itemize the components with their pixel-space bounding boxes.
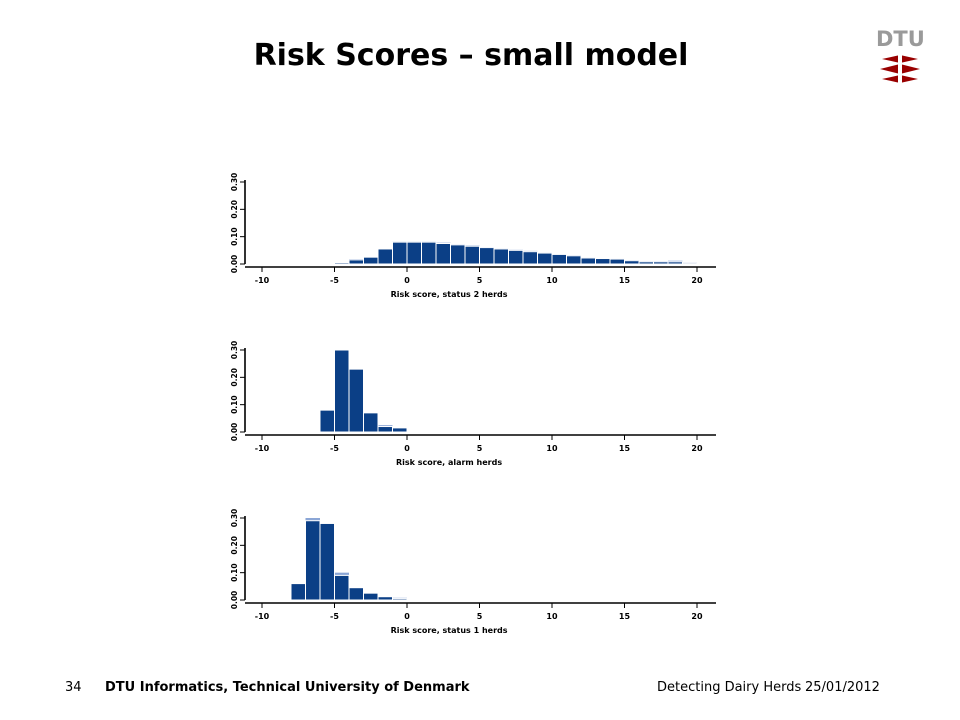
- histogram-bar: [334, 262, 350, 265]
- x-tick-label: -10: [255, 612, 270, 621]
- x-axis-label: Risk score, status 2 herds: [391, 290, 508, 299]
- histogram-bar: [392, 427, 408, 433]
- y-tick-label: 0.30: [230, 341, 239, 360]
- x-tick-label: 15: [619, 444, 631, 453]
- histogram-bar: [305, 520, 321, 601]
- histogram-bar: [290, 583, 306, 601]
- x-tick-label: -5: [330, 444, 339, 453]
- dtu-logo-mark: [880, 54, 920, 84]
- y-tick-label: 0.00: [230, 255, 239, 274]
- y-tick-label: 0.00: [230, 591, 239, 610]
- histogram-bar: [421, 241, 437, 265]
- histogram-bar: [363, 412, 379, 433]
- x-tick-label: 15: [619, 276, 631, 285]
- histogram-bar: [508, 249, 524, 265]
- x-tick-label: 20: [691, 276, 703, 285]
- histogram-bar: [363, 592, 379, 601]
- x-tick-label: 10: [546, 444, 558, 453]
- histogram-bar: [435, 243, 451, 265]
- histogram-bar: [319, 409, 335, 433]
- histogram-bar: [537, 252, 553, 265]
- x-tick-label: -10: [255, 276, 270, 285]
- histogram-bar: [406, 241, 422, 265]
- presentation-title: Detecting Dairy Herds: [657, 680, 802, 695]
- organization-name: DTU Informatics, Technical University of…: [105, 680, 470, 695]
- histogram-bar: [566, 255, 582, 265]
- y-tick-label: 0.30: [230, 509, 239, 528]
- histogram-bar: [595, 258, 611, 265]
- histogram-bar: [377, 248, 393, 265]
- histogram-bar: [450, 244, 466, 265]
- histogram-bar: [348, 587, 364, 601]
- histogram-bar: [377, 596, 393, 601]
- histogram-bar: [638, 261, 654, 265]
- y-tick-label: 0.00: [230, 423, 239, 442]
- histogram-bar: [319, 522, 335, 601]
- y-tick-label: 0.20: [230, 200, 239, 219]
- slide-title: Risk Scores – small model: [253, 38, 689, 73]
- histogram-bar: [682, 262, 698, 265]
- histogram-bar: [479, 247, 495, 265]
- histogram-bar: [522, 251, 538, 265]
- histogram-bar: [334, 574, 350, 601]
- histogram-bar: [363, 256, 379, 265]
- y-tick-label: 0.10: [230, 563, 239, 582]
- x-tick-label: 5: [477, 444, 483, 453]
- x-tick-label: 10: [546, 612, 558, 621]
- histogram-bar: [493, 248, 509, 265]
- presentation-date: 25/01/2012: [805, 680, 880, 695]
- histogram-bar: [392, 241, 408, 265]
- x-tick-label: 20: [691, 444, 703, 453]
- y-tick-label: 0.10: [230, 395, 239, 414]
- histogram-bar: [348, 259, 364, 265]
- y-tick-label: 0.20: [230, 536, 239, 555]
- x-tick-label: -5: [330, 612, 339, 621]
- page-number: 34: [65, 680, 82, 695]
- x-tick-label: -10: [255, 444, 270, 453]
- histogram-bar: [392, 598, 408, 601]
- histogram-bar: [624, 260, 640, 265]
- x-tick-label: 5: [477, 612, 483, 621]
- histogram-bar: [609, 258, 625, 265]
- x-tick-label: 15: [619, 612, 631, 621]
- x-tick-label: 0: [404, 444, 410, 453]
- histogram-bar: [334, 349, 350, 433]
- x-tick-label: 0: [404, 276, 410, 285]
- histogram-bar: [580, 257, 596, 265]
- x-tick-label: 20: [691, 612, 703, 621]
- histogram-bar: [653, 261, 669, 265]
- histogram-bar: [348, 368, 364, 433]
- x-tick-label: -5: [330, 276, 339, 285]
- x-tick-label: 5: [477, 276, 483, 285]
- x-axis-label: Risk score, alarm herds: [396, 458, 502, 467]
- dtu-logo-text: DTU: [876, 27, 925, 51]
- y-tick-label: 0.10: [230, 227, 239, 246]
- histogram-bar: [667, 261, 683, 265]
- y-tick-label: 0.30: [230, 173, 239, 192]
- histogram-bar: [551, 253, 567, 265]
- histogram-bar: [377, 426, 393, 433]
- x-tick-label: 10: [546, 276, 558, 285]
- dtu-logo: DTU: [876, 27, 925, 88]
- x-axis-label: Risk score, status 1 herds: [391, 626, 508, 635]
- x-tick-label: 0: [404, 612, 410, 621]
- histogram-bar: [464, 245, 480, 265]
- y-tick-label: 0.20: [230, 368, 239, 387]
